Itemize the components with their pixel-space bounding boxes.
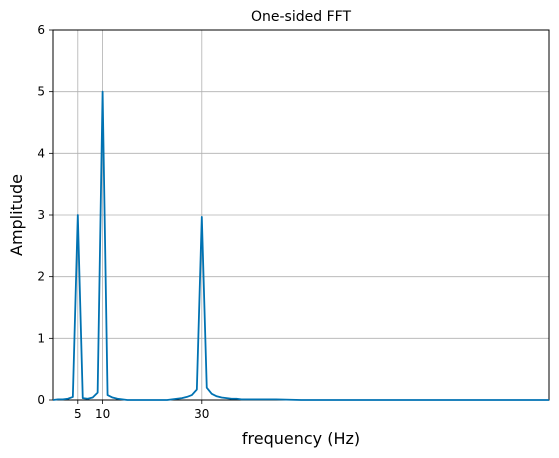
y-tick-label: 4 bbox=[37, 146, 45, 160]
y-tick-label: 5 bbox=[37, 85, 45, 99]
x-tick-label: 5 bbox=[74, 407, 82, 421]
y-tick-label: 0 bbox=[37, 393, 45, 407]
y-tick-label: 6 bbox=[37, 23, 45, 37]
y-tick-label: 1 bbox=[37, 331, 45, 345]
x-tick-label: 30 bbox=[194, 407, 209, 421]
x-tick-label: 10 bbox=[95, 407, 110, 421]
grid-lines bbox=[53, 29, 549, 401]
amplitude-series-line bbox=[52, 90, 549, 401]
x-axis-ticks: 5 10 30 bbox=[74, 400, 209, 421]
y-tick-label: 3 bbox=[37, 208, 45, 222]
y-tick-label: 2 bbox=[37, 270, 45, 284]
y-axis-label: Amplitude bbox=[7, 174, 26, 256]
y-axis-ticks: 0 1 2 3 4 5 6 bbox=[37, 23, 53, 407]
x-axis-label: frequency (Hz) bbox=[242, 429, 360, 448]
chart-title: One-sided FFT bbox=[251, 9, 351, 25]
